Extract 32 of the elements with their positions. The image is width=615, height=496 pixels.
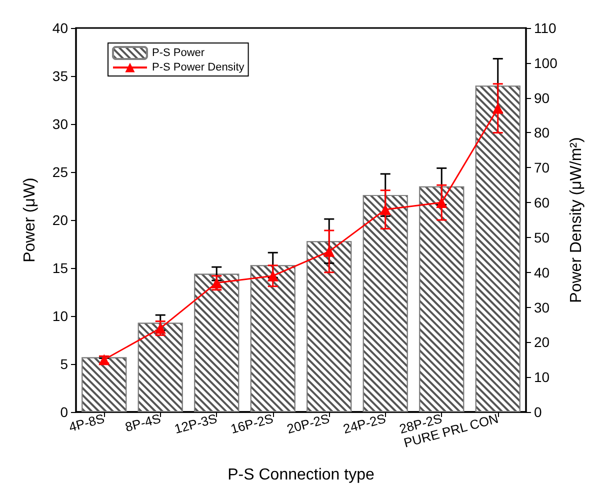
- y-tick-label: 5: [60, 356, 68, 372]
- x-axis-title: P-S Connection type: [228, 466, 374, 484]
- y-tick-label: 40: [52, 20, 68, 36]
- y-tick-label: 15: [52, 260, 68, 276]
- y2-axis-title: Power Density (μW/m²): [568, 137, 585, 303]
- y-tick-label: 25: [52, 164, 68, 180]
- x-tick-label: 8P-4S: [124, 410, 163, 435]
- x-tick-label: 12P-3S: [172, 410, 219, 436]
- y-tick-label: 0: [60, 404, 68, 420]
- x-tick-label: 20P-2S: [285, 410, 332, 436]
- x-tick-label: 4P-8S: [67, 410, 106, 435]
- y2-tick-label: 80: [534, 124, 550, 141]
- y2-tick-label: 100: [534, 54, 558, 71]
- y2-tick-label: 60: [534, 194, 550, 211]
- x-tick-label: 24P-2S: [342, 410, 388, 436]
- y2-tick-label: 30: [534, 299, 550, 316]
- y2-tick-label: 50: [534, 229, 550, 246]
- legend-label: P-S Power Density: [152, 62, 245, 74]
- y2-tick-label: 90: [534, 90, 550, 106]
- y2-tick-label: 40: [534, 264, 550, 280]
- y-axis-title: Power (μW): [22, 178, 38, 262]
- y-tick-label: 10: [52, 308, 68, 324]
- y2-tick-label: 20: [534, 334, 550, 350]
- y2-tick-label: 10: [534, 369, 550, 386]
- legend-label: P-S Power: [152, 47, 205, 59]
- y-tick-label: 35: [52, 68, 68, 84]
- y2-tick-label: 0: [534, 404, 542, 420]
- y2-tick-label: 110: [534, 20, 557, 36]
- y-tick-label: 30: [52, 116, 68, 132]
- y2-tick-label: 70: [534, 160, 550, 176]
- x-tick-label: 16P-2S: [229, 410, 276, 436]
- y-tick-label: 20: [52, 212, 68, 228]
